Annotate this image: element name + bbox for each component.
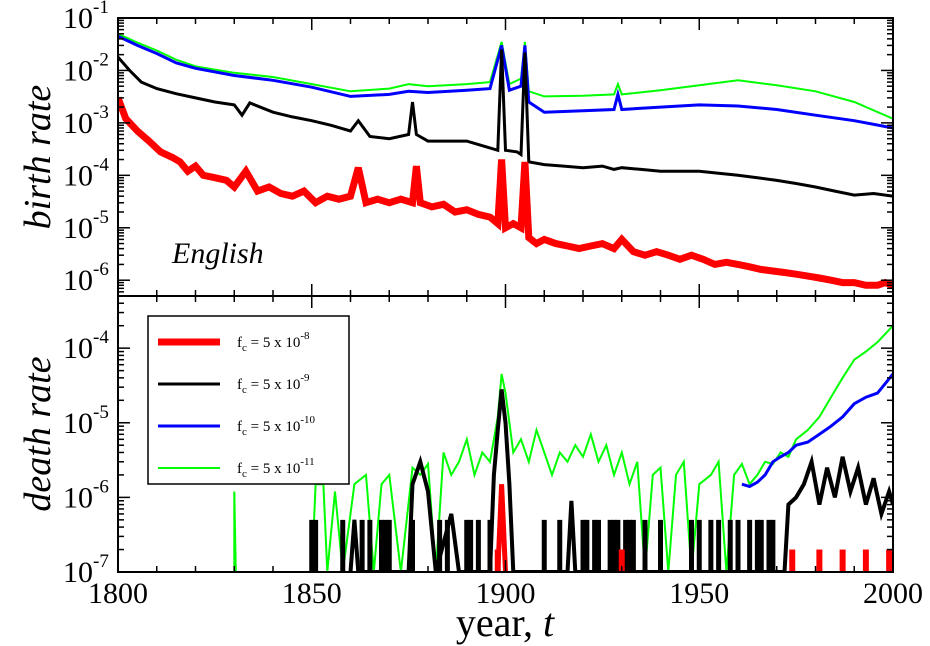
legend-text-3: = 5 x 10 [247,461,300,477]
legend-text-1: = 5 x 10 [247,377,300,393]
birth-ytick-label-5: 10-1 [63,0,109,35]
birth-series-5e-10 [118,34,893,130]
death-ytick-base-3: 10 [63,332,93,365]
birth-series-5e-9 [118,49,893,198]
legend-sub-1: c [242,384,247,396]
death-ytick-exp-2: -5 [93,402,109,423]
death-panel-series [233,325,893,572]
legend-exp-0: -8 [300,330,310,342]
birth-ytick-exp-1: -5 [93,207,109,228]
birth-series-5e-8 [118,96,893,289]
death-series-5e-8 [495,484,508,572]
death-series-5e-10 [741,373,893,489]
birth-ylabel: birth rate [17,85,59,230]
xtick-label-1900: 1900 [476,577,536,610]
legend-text-0: = 5 x 10 [247,335,300,351]
birth-ytick-label-1: 10-5 [63,207,109,245]
legend-label-0: fc = 5 x 10-8 [237,330,310,354]
legend-exp-2: -10 [300,414,315,426]
legend-prefix-2: f [237,419,242,435]
language-annotation: English [171,237,264,270]
birth-ytick-exp-2: -4 [93,154,109,175]
birth-ytick-label-0: 10-6 [63,259,109,297]
death-series-5e-11 [233,325,893,572]
death-ytick-exp-1: -6 [93,476,109,497]
birth-ytick-exp-0: -6 [93,259,109,280]
legend-text-2: = 5 x 10 [247,419,300,435]
birth-ytick-base-0: 10 [63,264,93,297]
x-axis-title-text: year, [456,600,543,645]
death-ytick-base-0: 10 [63,556,93,589]
legend-prefix-3: f [237,461,242,477]
death-ytick-label-2: 10-5 [63,402,109,440]
x-axis-title-var: t [543,600,555,645]
death-ytick-label-1: 10-6 [63,476,109,514]
death-series-5e-9 [348,389,893,572]
legend-label-3: fc = 5 x 10-11 [237,456,315,480]
birth-ytick-exp-3: -3 [93,102,109,123]
death-ytick-exp-0: -7 [93,551,109,572]
axes: 10-610-510-410-310-210-110-710-610-510-4… [63,0,923,610]
death-ytick-base-2: 10 [63,407,93,440]
legend-label-2: fc = 5 x 10-10 [237,414,316,438]
birth-ytick-label-3: 10-3 [63,102,109,140]
legend-sub-3: c [242,468,247,480]
death-ytick-exp-3: -4 [93,327,109,348]
xtick-label-1850: 1850 [282,577,342,610]
xtick-label-2000: 2000 [863,577,923,610]
death-ylabel: death rate [17,356,59,511]
x-axis-title: year, t [456,600,555,645]
xtick-label-1950: 1950 [669,577,729,610]
xtick-label-1800: 1800 [88,577,148,610]
birth-ytick-label-4: 10-2 [63,49,109,87]
legend: fc = 5 x 10-8fc = 5 x 10-9fc = 5 x 10-10… [147,315,350,485]
legend-exp-3: -11 [300,456,314,468]
birth-ytick-base-3: 10 [63,107,93,140]
birth-ytick-label-2: 10-4 [63,154,109,192]
death-ytick-label-3: 10-4 [63,327,109,365]
legend-label-1: fc = 5 x 10-9 [237,372,310,396]
birth-panel-series [118,32,893,289]
birth-ytick-base-2: 10 [63,159,93,192]
birth-ytick-exp-4: -2 [93,49,109,70]
legend-sub-2: c [242,426,247,438]
legend-prefix-1: f [237,377,242,393]
death-ytick-base-1: 10 [63,481,93,514]
death-ytick-label-0: 10-7 [63,551,109,589]
legend-exp-1: -9 [300,372,310,384]
birth-ytick-base-4: 10 [63,54,93,87]
birth-ytick-base-1: 10 [63,212,93,245]
legend-sub-0: c [242,342,247,354]
birth-ytick-base-5: 10 [63,2,93,35]
legend-prefix-0: f [237,335,242,351]
birth-ytick-exp-5: -1 [93,0,109,18]
